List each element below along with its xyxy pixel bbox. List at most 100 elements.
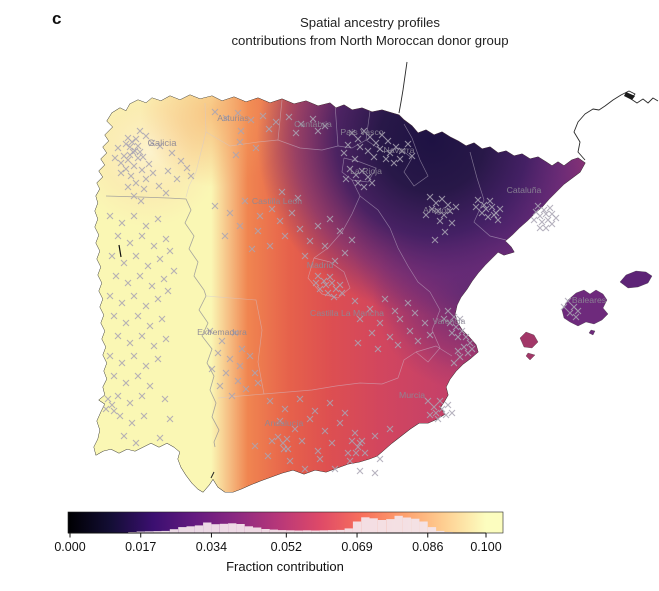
sample-marker	[144, 262, 152, 270]
histogram-bar	[269, 529, 279, 533]
sample-marker	[278, 188, 286, 196]
sample-marker	[127, 172, 135, 180]
sample-marker	[164, 287, 172, 295]
sample-marker	[314, 127, 322, 135]
sample-marker	[254, 227, 262, 235]
sample-marker	[156, 142, 164, 150]
sample-marker	[454, 333, 462, 341]
histogram-bar	[394, 515, 403, 533]
sample-marker	[458, 327, 466, 335]
sample-marker	[137, 197, 145, 205]
porto-coast-mark	[118, 244, 122, 258]
sample-marker	[132, 439, 140, 447]
sample-marker	[149, 169, 157, 177]
region-label-navarra: Navarra	[384, 145, 415, 155]
sample-marker	[341, 409, 349, 417]
histogram-bar	[377, 520, 387, 533]
sample-marker	[226, 209, 234, 217]
sample-marker	[242, 385, 250, 393]
sample-marker	[371, 432, 379, 440]
sample-marker	[236, 362, 244, 370]
sample-marker	[120, 259, 128, 267]
histogram-bar	[369, 518, 378, 533]
sample-marker	[328, 439, 336, 447]
island-cabrera	[588, 329, 596, 336]
sample-marker	[321, 242, 329, 250]
sample-marker	[406, 327, 414, 335]
histogram-bar	[294, 530, 303, 533]
sample-marker	[540, 206, 548, 214]
histogram-bar	[211, 524, 220, 533]
sample-marker	[411, 309, 419, 317]
sample-marker	[460, 343, 468, 351]
region-borders	[105, 99, 507, 448]
sample-marker	[128, 419, 136, 427]
histogram-bar	[286, 530, 295, 533]
sample-marker	[248, 245, 256, 253]
sample-marker	[168, 149, 176, 157]
sample-marker	[146, 322, 154, 330]
sample-marker	[142, 222, 150, 230]
sample-marker	[148, 282, 156, 290]
sample-marker	[206, 327, 214, 335]
sample-marker	[301, 465, 309, 473]
france-mediterranean-coast	[573, 90, 659, 161]
sample-marker	[138, 332, 146, 340]
colorbar: 0.000 0.017 0.034 0.052 0.069 0.086 0.100 Frac…	[54, 511, 504, 574]
sample-marker	[536, 224, 544, 232]
sample-marker	[226, 355, 234, 363]
sample-marker	[331, 465, 339, 473]
sample-marker	[154, 295, 162, 303]
sample-marker	[370, 153, 378, 161]
sample-marker	[228, 392, 236, 400]
histogram-bar	[278, 530, 287, 533]
sample-marker	[381, 295, 389, 303]
sample-marker	[208, 365, 216, 373]
sample-marker	[118, 219, 126, 227]
sample-marker	[356, 143, 364, 151]
sample-marker	[214, 349, 222, 357]
sample-marker	[238, 345, 246, 353]
sample-marker	[283, 435, 291, 443]
sample-marker	[138, 232, 146, 240]
sample-marker	[130, 162, 138, 170]
sample-marker	[452, 323, 460, 331]
region-label-asturias: Asturias	[217, 113, 249, 123]
sample-marker	[136, 127, 144, 135]
island-menorca	[619, 270, 653, 289]
sample-marker	[314, 447, 322, 455]
colorbar-histogram	[128, 515, 462, 534]
sample-markers	[102, 108, 582, 477]
sample-marker	[448, 329, 456, 337]
sample-marker	[356, 315, 364, 323]
sample-marker	[132, 135, 140, 143]
sample-marker	[428, 205, 436, 213]
sample-marker	[247, 116, 255, 124]
sample-marker	[542, 224, 550, 232]
sample-marker	[444, 307, 452, 315]
sample-marker	[468, 345, 476, 353]
sample-marker	[110, 407, 118, 415]
sample-marker	[450, 313, 458, 321]
sample-marker	[301, 252, 309, 260]
sample-marker	[272, 118, 280, 126]
sample-marker	[126, 399, 134, 407]
sample-marker	[130, 192, 138, 200]
region-label-valencia: Valencia	[433, 316, 466, 326]
sample-marker	[124, 183, 132, 191]
sample-marker	[316, 285, 324, 293]
sample-marker	[187, 172, 195, 180]
sample-marker	[438, 405, 446, 413]
figure-title-line1: Spatial ancestry profiles	[300, 15, 440, 30]
sample-marker	[354, 339, 362, 347]
histogram-bar	[219, 523, 229, 533]
histogram-bar	[203, 522, 212, 533]
sample-marker	[478, 209, 486, 217]
sample-marker	[145, 160, 153, 168]
sample-marker	[306, 237, 314, 245]
sample-marker	[102, 405, 110, 413]
sample-marker	[136, 148, 144, 156]
colorbar-ticks: 0.000 0.017 0.034 0.052 0.069 0.086 0.100	[54, 533, 502, 554]
panel-label: c	[52, 9, 61, 28]
sample-marker	[104, 395, 112, 403]
